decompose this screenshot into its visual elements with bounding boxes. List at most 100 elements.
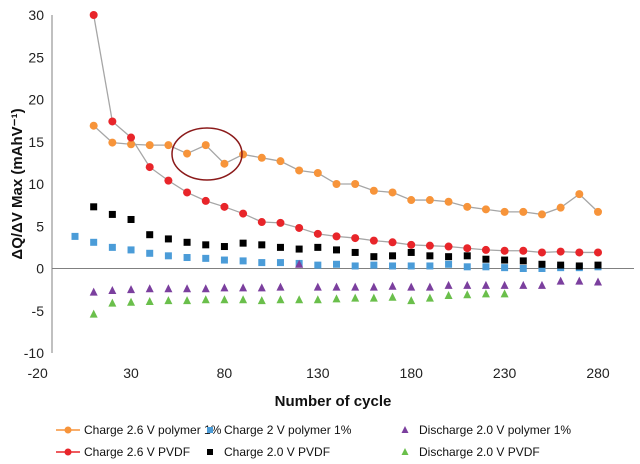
data-point-charge-2-v-polymer-1 <box>538 265 546 272</box>
data-point-discharge-2-0-v-polymer-1 <box>444 280 453 289</box>
data-point-discharge-2-0-v-polymer-1 <box>575 276 584 285</box>
data-point-charge-2-6-v-pvdf <box>164 176 173 185</box>
data-point-charge-2-6-v-polymer-1 <box>481 205 490 214</box>
data-point-charge-2-0-v-pvdf <box>594 261 602 269</box>
data-point-charge-2-6-v-pvdf <box>481 245 490 254</box>
legend-label-charge-2-6-v-pvdf: Charge 2.6 V PVDF <box>84 445 190 459</box>
x-tick-label: 80 <box>217 365 233 381</box>
data-point-charge-2-6-v-pvdf <box>108 117 117 126</box>
y-tick-label: 5 <box>36 218 44 234</box>
data-point-discharge-2-0-v-pvdf <box>127 297 136 306</box>
legend-marker-discharge-2-0-v-polymer-1 <box>401 426 409 433</box>
legend-label-charge-2-v-polymer-1: Charge 2 V polymer 1% <box>224 423 352 437</box>
data-point-charge-2-v-polymer-1 <box>90 238 98 246</box>
y-tick-label: -10 <box>24 345 44 361</box>
data-point-charge-2-0-v-pvdf <box>575 262 583 270</box>
data-point-charge-2-0-v-pvdf <box>127 215 135 223</box>
data-point-discharge-2-0-v-pvdf <box>332 294 341 303</box>
data-point-charge-2-6-v-polymer-1 <box>257 153 266 162</box>
legend-label-charge-2-0-v-pvdf: Charge 2.0 V PVDF <box>224 445 330 459</box>
data-point-charge-2-6-v-polymer-1 <box>108 138 117 147</box>
data-point-charge-2-6-v-polymer-1 <box>313 169 322 178</box>
data-point-charge-2-6-v-polymer-1 <box>201 141 210 150</box>
data-point-charge-2-v-polymer-1 <box>202 254 210 262</box>
data-point-charge-2-v-polymer-1 <box>220 256 228 264</box>
data-point-charge-2-0-v-pvdf <box>108 210 116 218</box>
data-point-charge-2-6-v-polymer-1 <box>575 190 584 199</box>
y-tick-label: 25 <box>28 49 44 65</box>
data-point-discharge-2-0-v-pvdf <box>500 289 509 298</box>
data-point-discharge-2-0-v-polymer-1 <box>556 276 565 285</box>
data-point-charge-2-6-v-polymer-1 <box>295 166 304 175</box>
data-point-charge-2-0-v-pvdf <box>445 253 453 261</box>
data-point-charge-2-6-v-pvdf <box>127 133 136 142</box>
data-point-charge-2-6-v-pvdf <box>332 232 341 241</box>
data-point-charge-2-0-v-pvdf <box>258 241 266 249</box>
data-point-charge-2-0-v-pvdf <box>239 239 247 247</box>
data-point-discharge-2-0-v-pvdf <box>425 293 434 302</box>
data-point-charge-2-0-v-pvdf <box>482 255 490 263</box>
data-point-charge-2-0-v-pvdf <box>370 253 378 261</box>
y-tick-label: 15 <box>28 134 44 150</box>
data-point-charge-2-6-v-pvdf <box>519 246 528 255</box>
data-point-discharge-2-0-v-polymer-1 <box>500 280 509 289</box>
data-point-charge-2-6-v-pvdf <box>537 248 546 257</box>
data-point-charge-2-6-v-pvdf <box>201 196 210 205</box>
data-point-discharge-2-0-v-pvdf <box>388 292 397 301</box>
data-point-charge-2-v-polymer-1 <box>183 254 191 262</box>
data-point-charge-2-0-v-pvdf <box>333 246 340 254</box>
data-point-discharge-2-0-v-polymer-1 <box>537 280 546 289</box>
legend-label-charge-2-6-v-polymer-1: Charge 2.6 V polymer 1% <box>84 423 222 437</box>
data-point-charge-2-v-polymer-1 <box>482 263 490 271</box>
data-point-charge-2-6-v-pvdf <box>145 163 154 172</box>
data-point-charge-2-6-v-polymer-1 <box>145 141 154 150</box>
legend-marker-discharge-2-0-v-pvdf <box>401 448 409 455</box>
data-point-charge-2-6-v-pvdf <box>594 248 602 257</box>
data-point-charge-2-0-v-pvdf <box>501 256 509 264</box>
data-point-discharge-2-0-v-polymer-1 <box>145 284 154 293</box>
data-point-charge-2-6-v-pvdf <box>407 240 416 249</box>
data-point-charge-2-v-polymer-1 <box>71 232 79 240</box>
data-point-charge-2-v-polymer-1 <box>463 263 471 271</box>
x-tick-label: 30 <box>123 365 139 381</box>
data-point-charge-2-6-v-polymer-1 <box>239 150 248 159</box>
y-tick-label: 0 <box>36 261 44 277</box>
data-point-charge-2-0-v-pvdf <box>276 243 284 251</box>
data-point-charge-2-6-v-polymer-1 <box>407 196 416 205</box>
data-point-charge-2-6-v-pvdf <box>463 244 472 253</box>
y-tick-label: -5 <box>32 303 45 319</box>
data-point-discharge-2-0-v-polymer-1 <box>201 284 210 293</box>
data-point-charge-2-6-v-pvdf <box>313 229 322 238</box>
x-tick-label: 130 <box>306 365 330 381</box>
data-point-discharge-2-0-v-pvdf <box>220 295 229 304</box>
data-point-charge-2-0-v-pvdf <box>295 245 303 253</box>
data-point-charge-2-6-v-pvdf <box>89 11 98 19</box>
data-point-charge-2-6-v-pvdf <box>575 248 584 257</box>
data-point-charge-2-6-v-polymer-1 <box>444 197 453 206</box>
data-point-discharge-2-0-v-pvdf <box>145 296 154 305</box>
data-point-discharge-2-0-v-pvdf <box>463 290 472 299</box>
legend-marker-charge-2-v-polymer-1 <box>207 427 213 433</box>
series-line-charge-2-6-v-polymer-1 <box>93 125 599 216</box>
data-point-charge-2-6-v-polymer-1 <box>463 202 472 211</box>
legend-label-discharge-2-0-v-pvdf: Discharge 2.0 V PVDF <box>419 445 540 459</box>
data-point-charge-2-6-v-pvdf <box>425 241 434 250</box>
data-point-charge-2-0-v-pvdf <box>557 261 565 269</box>
data-point-charge-2-6-v-polymer-1 <box>164 141 173 150</box>
data-point-discharge-2-0-v-polymer-1 <box>351 282 360 291</box>
data-point-discharge-2-0-v-polymer-1 <box>183 284 192 293</box>
legend-marker-charge-2-0-v-pvdf <box>207 449 213 455</box>
data-point-charge-2-6-v-pvdf <box>388 238 397 247</box>
data-point-discharge-2-0-v-polymer-1 <box>463 280 472 289</box>
x-tick-label: 280 <box>586 365 610 381</box>
y-tick-label: 10 <box>28 176 44 192</box>
data-point-discharge-2-0-v-pvdf <box>89 309 98 318</box>
x-axis-title: Number of cycle <box>275 393 392 410</box>
data-point-discharge-2-0-v-polymer-1 <box>276 282 285 291</box>
data-point-charge-2-6-v-polymer-1 <box>425 196 434 205</box>
data-point-charge-2-v-polymer-1 <box>258 259 266 267</box>
data-point-discharge-2-0-v-pvdf <box>108 298 117 307</box>
data-point-discharge-2-0-v-pvdf <box>164 296 173 305</box>
data-point-charge-2-0-v-pvdf <box>164 235 172 243</box>
legend: Charge 2.6 V polymer 1% Charge 2 V polyme… <box>56 423 571 459</box>
